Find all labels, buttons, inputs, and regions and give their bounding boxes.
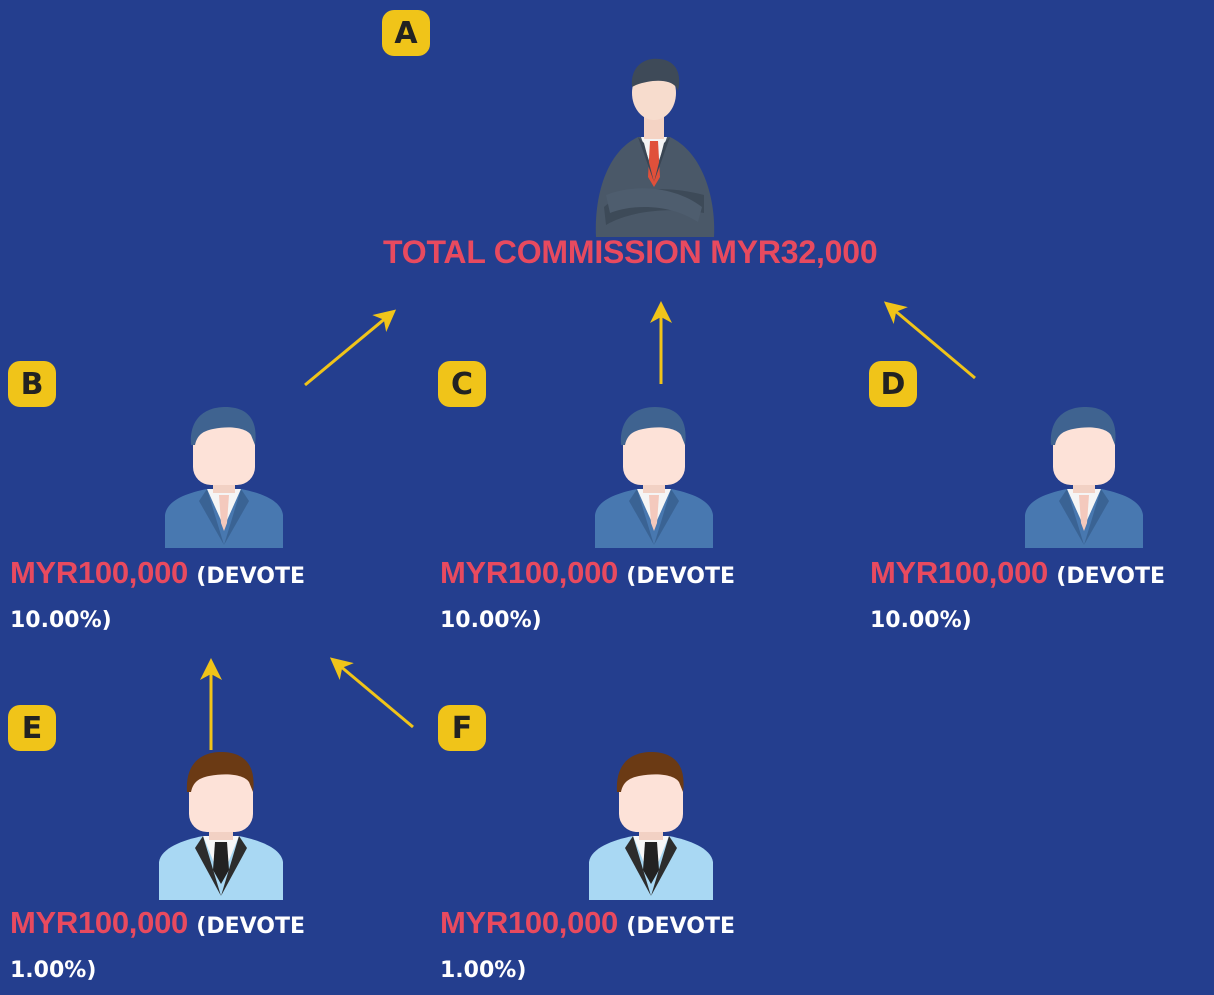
node-c-amount-value: MYR100,000: [440, 555, 618, 590]
person-c-icon: [595, 407, 713, 548]
badge-e: E: [8, 705, 56, 751]
node-b-percent: 10.00%): [10, 608, 112, 633]
person-b-icon: [165, 407, 283, 548]
node-f-percent: 1.00%): [440, 958, 527, 983]
badge-c: C: [438, 361, 486, 407]
person-f-icon: [589, 752, 713, 900]
node-d-amount: MYR100,000 (DEVOTE: [870, 555, 1165, 591]
node-c-percent: 10.00%): [440, 608, 542, 633]
node-b-amount-value: MYR100,000: [10, 555, 188, 590]
node-d-amount-value: MYR100,000: [870, 555, 1048, 590]
badge-b: B: [8, 361, 56, 407]
node-b-amount: MYR100,000 (DEVOTE: [10, 555, 305, 591]
badge-f: F: [438, 705, 486, 751]
businessman-crossed-arms-icon: [595, 58, 715, 237]
person-d-icon: [1025, 407, 1143, 548]
node-d-percent: 10.00%): [870, 608, 972, 633]
badge-a: A: [382, 10, 430, 56]
node-c-devote: (DEVOTE: [626, 564, 736, 589]
node-e-amount-value: MYR100,000: [10, 905, 188, 940]
node-e-percent: 1.00%): [10, 958, 97, 983]
arrow-f-to-b: [329, 657, 414, 729]
node-f-amount: MYR100,000 (DEVOTE: [440, 905, 735, 941]
badge-d: D: [869, 361, 917, 407]
person-e-icon: [159, 752, 283, 900]
node-e-devote: (DEVOTE: [196, 914, 306, 939]
arrow-d-to-a: [883, 301, 976, 380]
node-d-devote: (DEVOTE: [1056, 564, 1166, 589]
node-c-amount: MYR100,000 (DEVOTE: [440, 555, 735, 591]
node-e-amount: MYR100,000 (DEVOTE: [10, 905, 305, 941]
arrow-b-to-a: [304, 309, 397, 387]
node-f-amount-value: MYR100,000: [440, 905, 618, 940]
node-b-devote: (DEVOTE: [196, 564, 306, 589]
node-f-devote: (DEVOTE: [626, 914, 736, 939]
total-commission-label: TOTAL COMMISSION MYR32,000: [383, 234, 878, 270]
